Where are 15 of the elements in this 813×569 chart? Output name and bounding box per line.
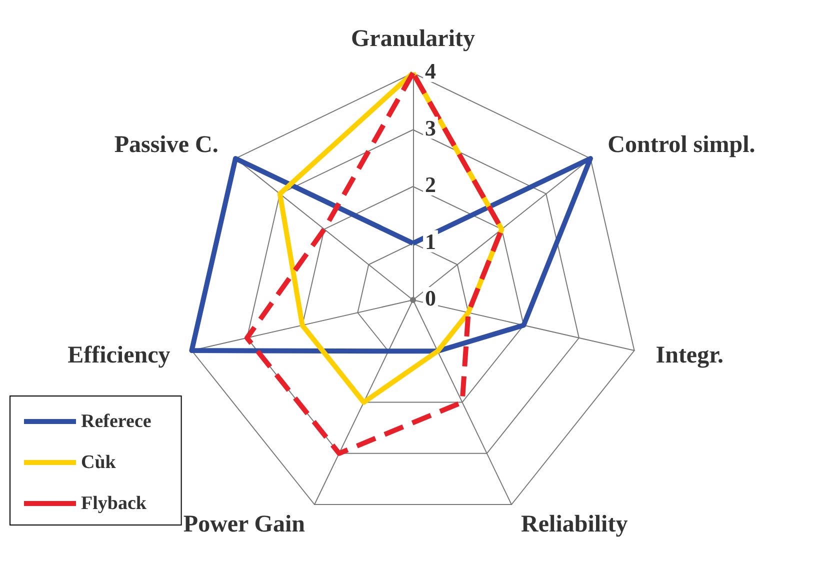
y-tick-label: 3	[425, 115, 436, 140]
y-tick-label: 2	[425, 172, 436, 197]
spoke-label: Reliability	[521, 511, 628, 538]
legend-label: Cùk	[81, 452, 116, 473]
legend-label: Flyback	[81, 493, 147, 514]
legend-label: Referece	[81, 411, 152, 432]
spoke-label: Passive C.	[114, 132, 218, 158]
y-tick-label: 0	[425, 286, 436, 310]
spoke-label: Power Gain	[183, 511, 305, 538]
y-tick-label: 4	[425, 58, 436, 84]
spoke-label: Efficiency	[68, 342, 170, 368]
spoke-label: Granularity	[351, 26, 475, 52]
spoke-label: Control simpl.	[608, 132, 756, 158]
y-tick-label: 1	[425, 228, 436, 254]
spoke-label: Integr.	[656, 342, 724, 368]
